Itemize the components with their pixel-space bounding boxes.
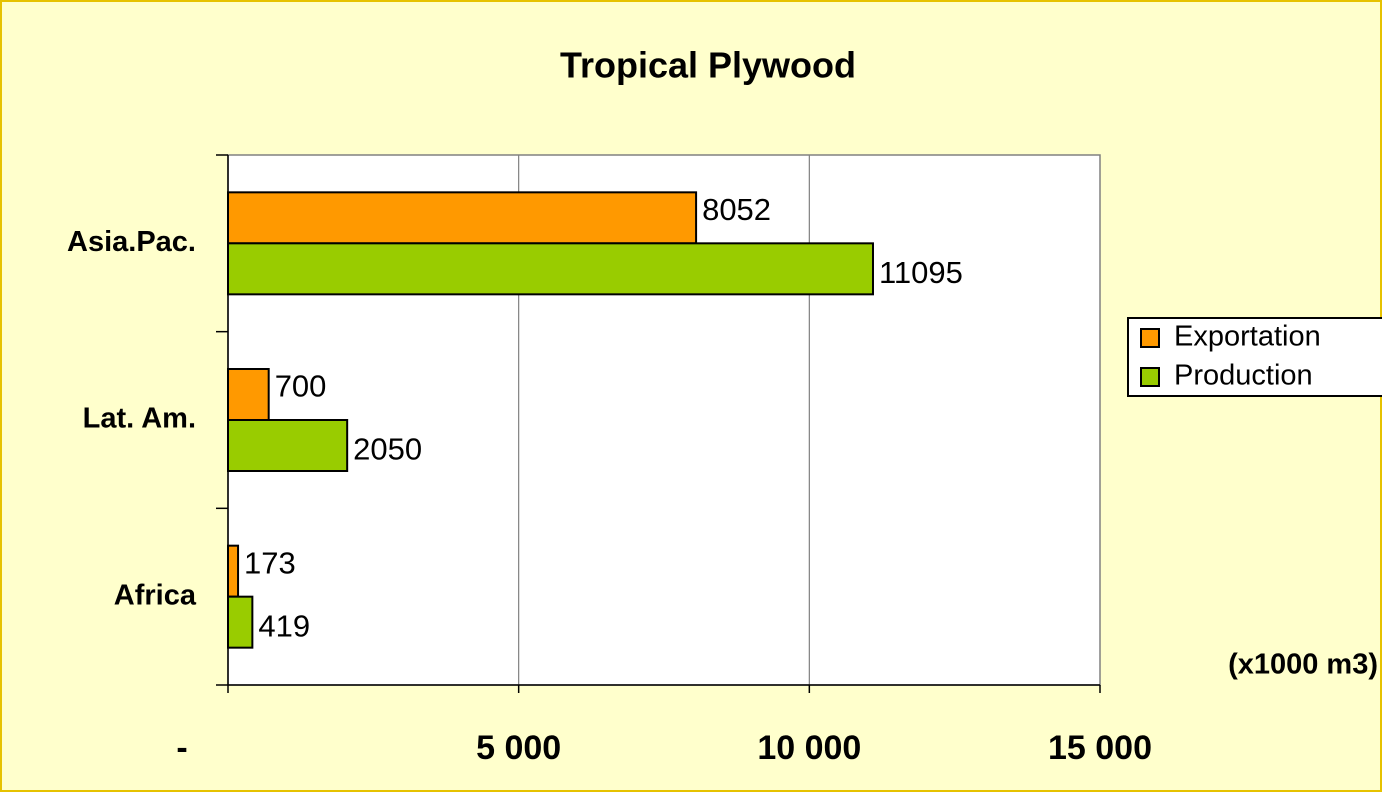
bar xyxy=(227,191,698,245)
value-label: 11095 xyxy=(879,255,963,290)
x-tick-label: 15 000 xyxy=(1048,729,1152,767)
y-tick-label: Lat. Am. xyxy=(83,403,196,435)
legend-label: Exportation xyxy=(1174,321,1321,353)
legend-label: Production xyxy=(1174,360,1313,392)
x-tick-label: - xyxy=(176,729,187,767)
chart-title: Tropical Plywood xyxy=(560,45,856,86)
legend-swatch xyxy=(1140,367,1160,387)
legend-swatch xyxy=(1140,328,1160,348)
value-label: 173 xyxy=(244,545,296,580)
value-label: 2050 xyxy=(353,432,422,467)
bar xyxy=(227,419,349,472)
bar xyxy=(227,595,254,649)
x-tick-label: 10 000 xyxy=(757,729,861,767)
y-tick-label: Africa xyxy=(114,579,197,611)
value-label: 8052 xyxy=(702,192,771,227)
value-label: 700 xyxy=(275,369,327,404)
bar xyxy=(227,544,240,598)
y-tick-label: Asia.Pac. xyxy=(67,226,196,258)
bar xyxy=(227,368,270,421)
unit-note: (x1000 m3) xyxy=(1228,649,1378,681)
x-tick-label: 5 000 xyxy=(476,729,561,767)
legend-box xyxy=(1127,317,1382,397)
bar xyxy=(227,242,874,296)
value-label: 419 xyxy=(258,608,310,643)
